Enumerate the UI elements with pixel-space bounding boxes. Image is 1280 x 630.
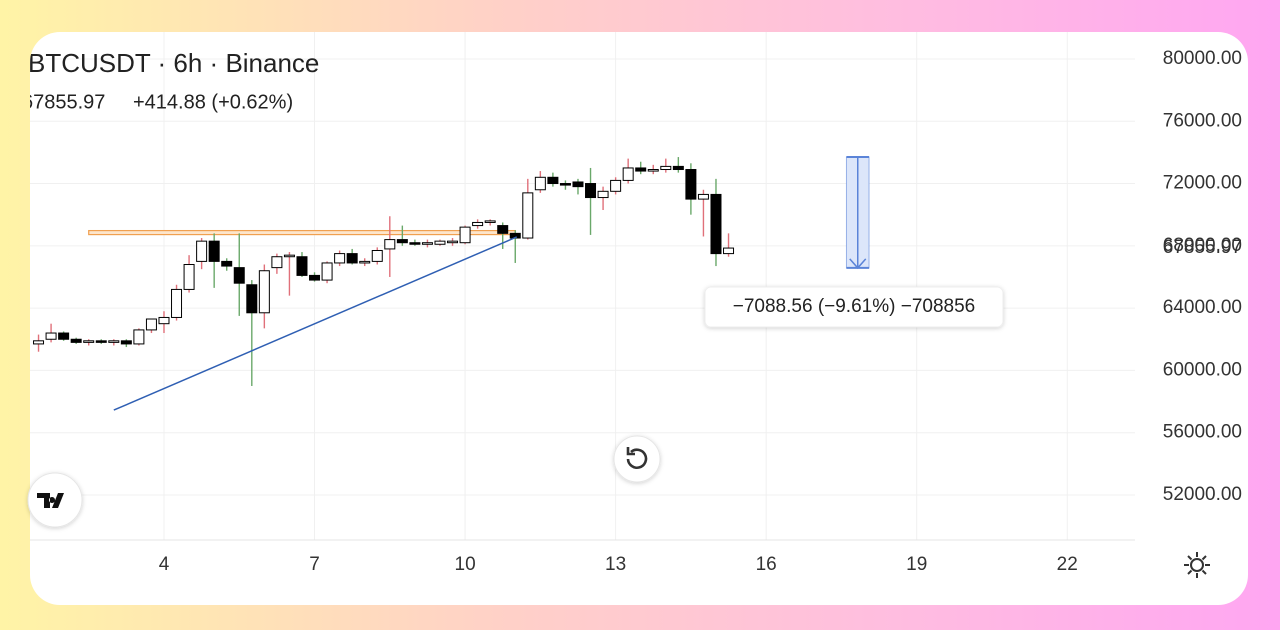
range-measure-arrowhead	[849, 258, 867, 270]
candle-body	[685, 169, 697, 200]
candle-body	[534, 176, 546, 191]
last-price: 67855.97	[22, 91, 105, 113]
candle-body	[371, 249, 383, 262]
candle-body	[108, 340, 120, 343]
x-tick-label: 10	[455, 554, 476, 575]
candle-body	[334, 253, 346, 264]
candle-body	[547, 176, 559, 185]
candle-body	[484, 220, 496, 223]
candle-body	[133, 329, 145, 345]
y-axis-last-price: 67855.97	[1163, 237, 1242, 258]
candle-body	[622, 167, 634, 181]
candle-body	[283, 254, 295, 258]
candle-body	[171, 288, 183, 318]
candle-body	[33, 340, 45, 345]
y-tick-label: 60000.00	[1163, 359, 1242, 380]
grid	[30, 32, 1135, 540]
candle-body	[597, 190, 609, 199]
chart-title: BTCUSDT · 6h · Binance	[28, 48, 319, 78]
candle-body	[258, 270, 270, 314]
y-tick-label: 52000.00	[1163, 484, 1242, 505]
candle-body	[246, 284, 258, 314]
candle-body	[346, 253, 358, 264]
candle-body	[610, 179, 622, 192]
candle-body	[434, 240, 446, 245]
candle-body	[271, 256, 283, 269]
x-tick-label: 4	[159, 554, 170, 575]
y-tick-label: 64000.00	[1163, 297, 1242, 318]
candle-body	[459, 226, 471, 244]
y-tick-label: 72000.00	[1163, 173, 1242, 194]
candle-body	[384, 239, 396, 250]
candle-body	[58, 332, 70, 340]
settings-button[interactable]	[1184, 552, 1210, 578]
candle-body	[672, 165, 684, 171]
x-tick-label: 19	[906, 554, 927, 575]
candle-body	[585, 183, 597, 199]
candle-body	[196, 240, 208, 262]
candle-body	[183, 264, 195, 290]
x-tick-label: 22	[1057, 554, 1078, 575]
candle-body	[572, 181, 584, 188]
candle-body	[396, 239, 408, 244]
y-tick-label: 56000.00	[1163, 422, 1242, 443]
candle-body	[635, 167, 647, 172]
candle-body	[710, 193, 722, 255]
chart-card	[30, 32, 1248, 605]
y-tick-label: 68000.00	[1163, 235, 1242, 256]
candle-body	[447, 240, 459, 244]
y-tick-label: 80000.00	[1163, 48, 1242, 69]
candle-body	[309, 274, 321, 281]
measure-label-box	[704, 286, 1004, 328]
price-change: +414.88 (+0.62%)	[133, 91, 293, 113]
header: BTCUSDT · 6h · Binance 67855.97 +414.88 …	[22, 48, 319, 113]
candle-body	[83, 340, 95, 343]
candle-body	[120, 340, 132, 345]
candle-body	[321, 262, 333, 281]
candle-body	[421, 242, 433, 245]
candle-body	[409, 242, 421, 245]
candle-body	[660, 165, 672, 171]
candle-body	[559, 183, 571, 186]
candle-body	[145, 318, 157, 331]
candle-body	[158, 316, 170, 325]
trend-line	[113, 236, 518, 411]
candle-body	[647, 169, 659, 172]
axes: 52000.00 56000.00 60000.00 64000.00 68000.00…	[30, 48, 1242, 575]
candle-body	[359, 260, 371, 264]
candle-body	[723, 247, 735, 255]
reset-button[interactable]	[613, 435, 661, 483]
candle-body	[697, 193, 709, 200]
candle-body	[472, 221, 484, 227]
measure-label: −7088.56 (−9.61%) −708856	[733, 296, 975, 317]
candle-body	[522, 192, 534, 239]
candle-body	[70, 338, 82, 343]
candle-body	[233, 267, 245, 284]
candle-body	[95, 340, 107, 343]
candle-body	[221, 260, 233, 267]
x-tick-label: 13	[605, 554, 626, 575]
candle-body	[208, 240, 220, 262]
x-tick-label: 16	[756, 554, 777, 575]
candle-body	[497, 225, 509, 234]
logo-button[interactable]	[27, 472, 83, 528]
candle-body	[296, 256, 308, 276]
x-tick-label: 7	[309, 554, 320, 575]
y-tick-label: 76000.00	[1163, 110, 1242, 131]
horizontal-line	[88, 229, 516, 236]
candle-body	[45, 332, 57, 340]
plot-area: −7088.56 (−9.61%) −708856	[33, 156, 1004, 411]
